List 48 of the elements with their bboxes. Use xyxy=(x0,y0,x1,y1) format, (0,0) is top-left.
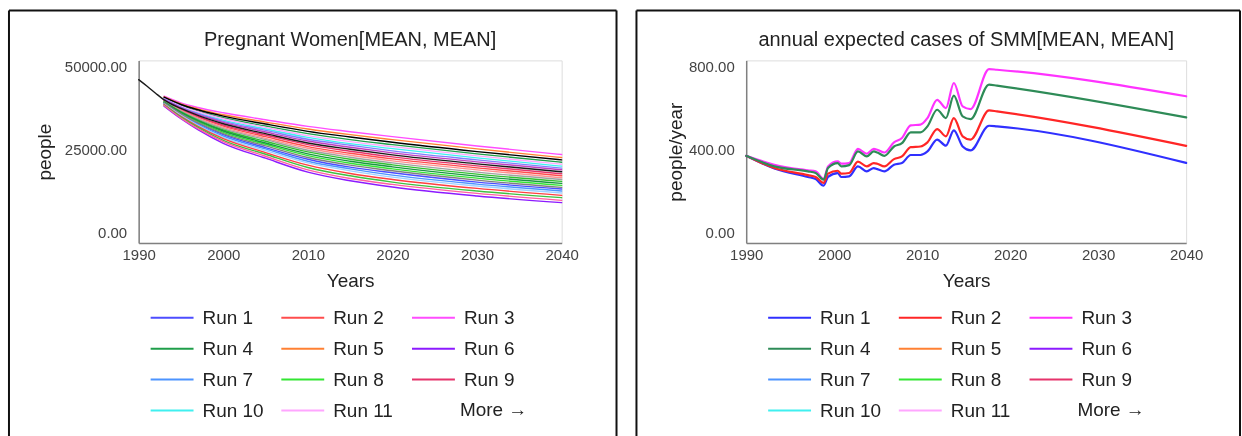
legend-label: Run 11 xyxy=(333,399,393,421)
x-tick-label: 2010 xyxy=(906,246,940,264)
legend-label: Run 2 xyxy=(333,306,384,328)
chart-title: annual expected cases of SMM[MEAN, MEAN] xyxy=(758,28,1174,51)
x-tick-label: 1990 xyxy=(730,246,764,264)
y-axis-title: people/year xyxy=(664,102,686,202)
legend-label: Run 9 xyxy=(463,368,515,390)
legend-label: Run 10 xyxy=(202,399,264,421)
x-tick-label: 2020 xyxy=(994,246,1028,264)
legend-label: Run 4 xyxy=(202,337,254,359)
chart-title: Pregnant Women[MEAN, MEAN] xyxy=(204,28,497,51)
x-tick-label: 2030 xyxy=(1082,246,1116,264)
legend-label: Run 9 xyxy=(1081,368,1132,390)
legend-label: Run 5 xyxy=(333,337,384,359)
legend-label: Run 8 xyxy=(333,368,384,390)
x-tick-label: 1990 xyxy=(122,246,156,264)
text: More → xyxy=(459,399,528,421)
y-tick-label: 0.00 xyxy=(98,223,128,241)
legend-label: Run 5 xyxy=(950,337,1002,359)
legend-label: Run 10 xyxy=(820,399,882,421)
x-axis-title: Years xyxy=(326,270,375,292)
legend-label: Run 6 xyxy=(1081,337,1132,359)
legend-label: Run 6 xyxy=(463,337,515,359)
y-tick-label: 25000.00 xyxy=(64,140,128,158)
y-axis-title: people xyxy=(34,123,56,181)
legend-label: Run 7 xyxy=(820,368,871,390)
x-tick-label: 2000 xyxy=(207,246,241,264)
y-tick-label: 50000.00 xyxy=(64,57,128,75)
y-tick-label: 400.00 xyxy=(688,141,735,159)
x-axis-title: Years xyxy=(942,270,991,292)
y-tick-label: 800.00 xyxy=(688,58,735,76)
legend-label: Run 1 xyxy=(820,306,871,328)
legend-label: Run 3 xyxy=(1081,306,1132,328)
text: More → xyxy=(1077,399,1145,421)
legend-label: Run 4 xyxy=(820,337,871,359)
x-tick-label: 2040 xyxy=(1170,246,1204,264)
x-tick-label: 2010 xyxy=(291,246,325,264)
legend-label: Run 1 xyxy=(202,306,254,328)
legend-label: Run 7 xyxy=(202,368,254,390)
x-tick-label: 2020 xyxy=(376,246,410,264)
legend-label: Run 2 xyxy=(950,306,1002,328)
legend-label: Run 3 xyxy=(463,306,515,328)
y-tick-label: 0.00 xyxy=(705,224,735,242)
x-tick-label: 2040 xyxy=(545,246,579,264)
legend-label: Run 11 xyxy=(950,399,1011,421)
legend-label: Run 8 xyxy=(950,368,1002,390)
x-tick-label: 2030 xyxy=(460,246,495,264)
x-tick-label: 2000 xyxy=(818,246,852,264)
